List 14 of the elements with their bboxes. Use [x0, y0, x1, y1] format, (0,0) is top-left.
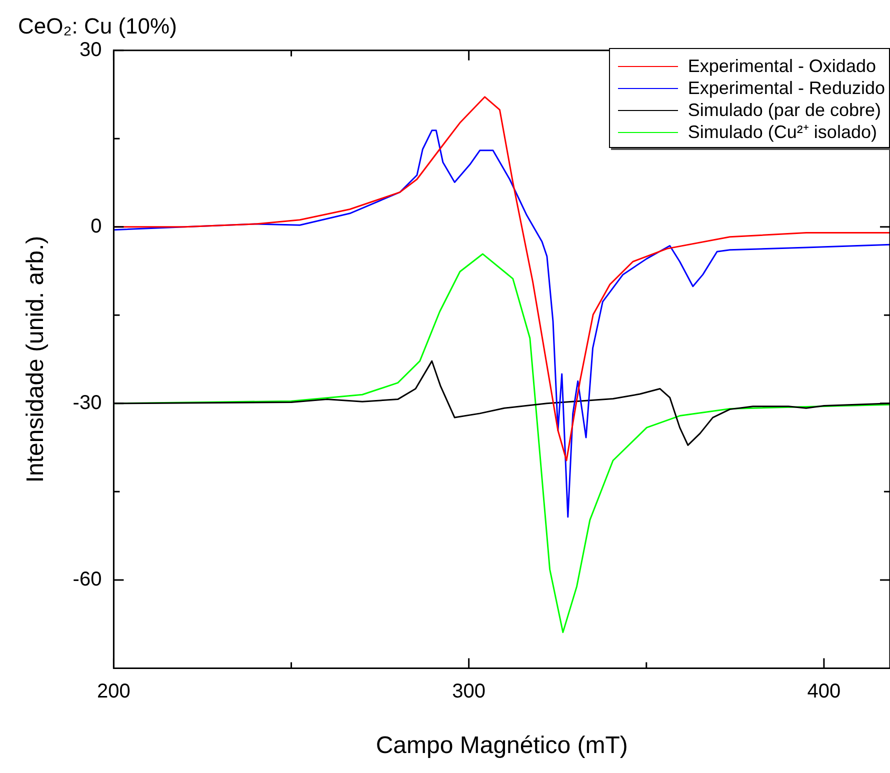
y-tick-label: 0	[90, 215, 102, 238]
x-tick-label: 400	[807, 680, 841, 703]
y-tick-label: -30	[72, 392, 102, 414]
chart-title: CeO₂: Cu (10%)	[18, 13, 177, 38]
y-axis-title: Intensidade (unid. arb.)	[22, 236, 50, 483]
legend-label: Experimental - Reduzido	[688, 77, 885, 100]
y-tick-label: 30	[79, 38, 102, 61]
legend-label: Simulado (Cu²⁺ isolado)	[688, 121, 877, 144]
x-tick-label: 300	[452, 680, 486, 703]
y-tick-label: -60	[72, 568, 102, 590]
legend-label: Simulado (par de cobre)	[688, 99, 881, 122]
legend-label: Experimental - Oxidado	[688, 55, 876, 78]
x-tick-label: 200	[97, 680, 130, 703]
x-axis-title: Campo Magnético (mT)	[376, 732, 628, 760]
